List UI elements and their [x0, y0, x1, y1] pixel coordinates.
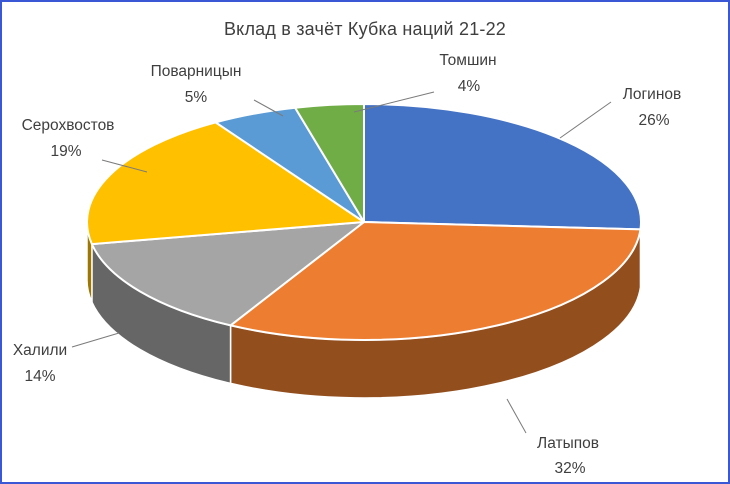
slice-label-name-2: Халили — [13, 342, 67, 359]
slice-label-value-0: 26% — [638, 112, 669, 129]
pie-slice-2 — [90, 221, 365, 327]
slice-label-value-5: 4% — [458, 78, 481, 95]
leader-line-4 — [253, 99, 284, 117]
leader-line-5 — [353, 91, 435, 113]
slice-label-value-1: 32% — [554, 460, 585, 477]
leader-line-1 — [506, 398, 527, 434]
slice-label-name-4: Поварницын — [151, 63, 242, 80]
slice-label-name-1: Латыпов — [537, 435, 599, 452]
pie-slice-0 — [363, 103, 642, 231]
slice-label-name-0: Логинов — [623, 86, 682, 103]
pie-slice-5 — [294, 103, 365, 223]
pie-slice-3 — [86, 121, 365, 246]
slice-label-value-3: 19% — [50, 143, 81, 160]
leader-line-0 — [559, 101, 612, 139]
slice-label-value-2: 14% — [24, 368, 55, 385]
leader-line-3 — [101, 159, 148, 173]
slice-label-name-3: Серохвостов — [22, 117, 115, 134]
pie-slice-1 — [229, 221, 642, 341]
chart-title: Вклад в зачёт Кубка наций 21-22 — [223, 19, 507, 39]
slice-label-value-4: 5% — [185, 89, 208, 106]
leader-line-2 — [71, 332, 120, 348]
slice-label-name-5: Томшин — [439, 52, 496, 69]
